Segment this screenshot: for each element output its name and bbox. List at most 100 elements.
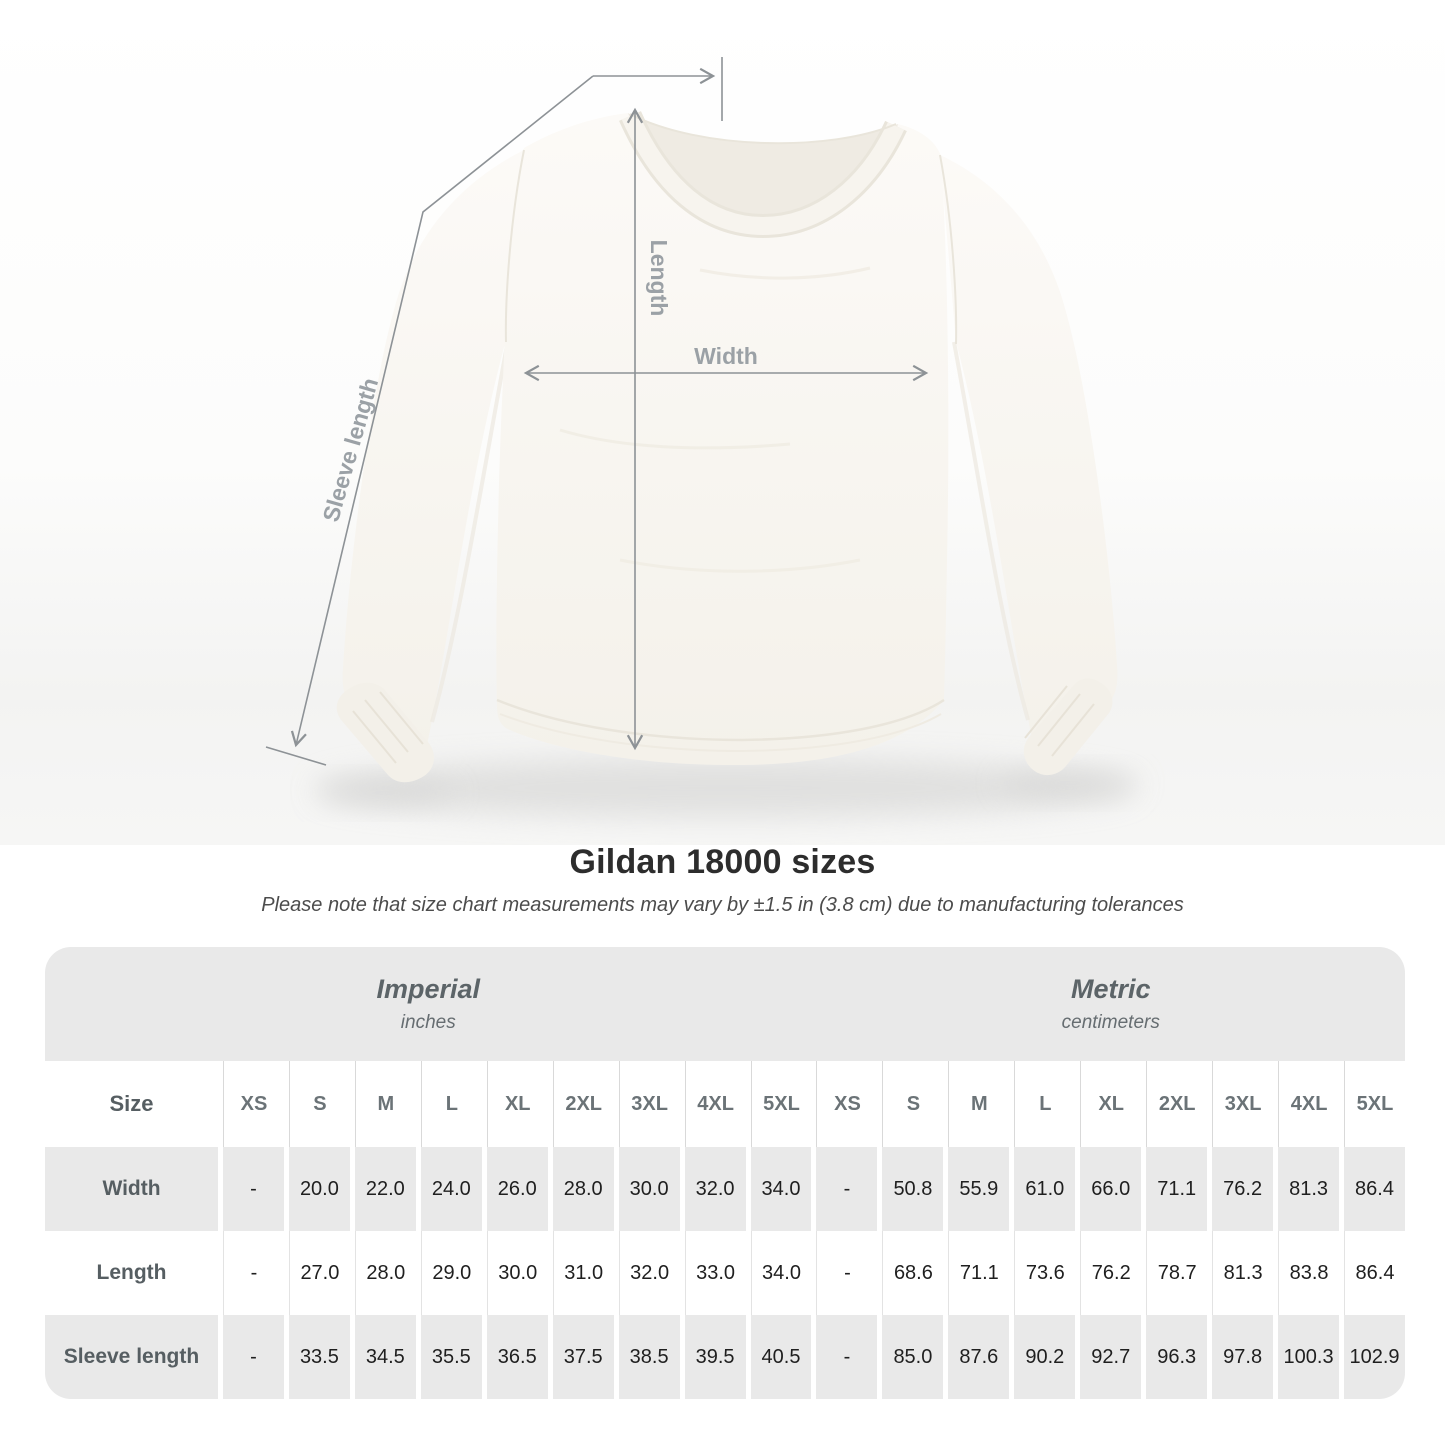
table-row-sleeve-length: Sleeve length - 33.5 34.5 35.5 36.5 37.5… [45,1315,1405,1399]
size-col-header: 3XL [618,1061,680,1147]
metric-label: Metric [1070,974,1151,1004]
value-cell: 33.0 [684,1231,746,1315]
value-cell: 31.0 [552,1231,614,1315]
metric-group-header: Metric centimeters [817,947,1406,1061]
value-cell: 55.9 [948,1147,1010,1231]
value-cell: - [816,1315,878,1399]
value-cell: 76.2 [1212,1147,1274,1231]
size-col-header: 4XL [1278,1061,1339,1147]
value-cell: 22.0 [354,1147,416,1231]
sleeve-end-tick [265,746,327,766]
right-sleeve [940,155,1118,758]
value-cell: 26.0 [486,1147,548,1231]
size-corner-header: Size [109,1091,154,1116]
size-col-header: S [882,1061,943,1147]
left-cuff-shadow [315,780,455,806]
value-cell: 28.0 [354,1231,416,1315]
value-cell: 34.5 [354,1315,416,1399]
page-title: Gildan 18000 sizes [569,843,876,881]
value-cell: 81.3 [1212,1231,1274,1315]
size-col-header: 2XL [1146,1061,1207,1147]
value-cell: 40.5 [750,1315,812,1399]
value-cell: 33.5 [288,1315,350,1399]
right-sleeve-fold [952,341,1030,721]
length-label: Length [646,240,672,317]
sweatshirt-diagram-svg: Length Width Sleeve length [0,0,1445,845]
right-cuff-shadow [1000,770,1140,796]
size-col-header: 2XL [552,1061,614,1147]
size-col-header: XS [816,1061,877,1147]
imperial-group-header: Imperial inches [45,947,812,1061]
size-col-header: L [420,1061,482,1147]
value-cell: 61.0 [1014,1147,1076,1231]
value-cell: 37.5 [552,1315,614,1399]
value-cell: 85.0 [882,1315,944,1399]
unit-band: Imperial inches Metric centimeters [45,947,1405,1061]
size-col-header: XL [486,1061,548,1147]
value-cell: 34.0 [750,1231,812,1315]
row-label: Width [45,1147,218,1231]
value-cell: 78.7 [1146,1231,1208,1315]
value-cell: 81.3 [1278,1147,1340,1231]
right-cuff [1023,678,1113,776]
value-cell: 30.0 [486,1231,548,1315]
value-cell: 36.5 [486,1315,548,1399]
value-cell: 86.4 [1344,1147,1405,1231]
value-cell: 71.1 [948,1231,1010,1315]
value-cell: 27.0 [288,1231,350,1315]
hem-rib-line [499,713,942,753]
size-col-header: S [288,1061,350,1147]
collar-band [621,112,905,236]
body-wrinkles [559,266,871,573]
size-col-header: 5XL [1344,1061,1405,1147]
heading-block: Gildan 18000 sizes Please note that size… [0,843,1445,917]
value-cell: 76.2 [1080,1231,1142,1315]
value-cell: 29.0 [420,1231,482,1315]
value-cell: 30.0 [618,1147,680,1231]
imperial-label: Imperial [376,974,481,1004]
value-cell: 90.2 [1014,1315,1076,1399]
left-cuff-ribs [352,691,424,764]
right-cuff-ribs [1024,685,1095,757]
collar-top-seam [629,113,897,145]
value-cell: - [816,1147,878,1231]
size-col-header: XL [1080,1061,1141,1147]
value-cell: 102.9 [1344,1315,1405,1399]
size-col-header: 5XL [750,1061,812,1147]
value-cell: - [223,1231,284,1315]
body-panel [496,113,949,766]
value-cell: 35.5 [420,1315,482,1399]
table-row-length: Length - 27.0 28.0 29.0 30.0 31.0 32.0 3… [45,1231,1405,1315]
hem-seam [496,698,945,742]
value-cell: 87.6 [948,1315,1010,1399]
value-cell: 28.0 [552,1147,614,1231]
size-col-header: XS [223,1061,284,1147]
value-cell: 38.5 [618,1315,680,1399]
value-cell: - [223,1147,284,1231]
value-cell: 96.3 [1146,1315,1208,1399]
value-cell: 24.0 [420,1147,482,1231]
value-cell: 32.0 [618,1231,680,1315]
measurement-diagram: Length Width Sleeve length [0,0,1445,845]
left-cuff [336,682,434,783]
sleeve-length-line [290,75,594,748]
size-col-header: 4XL [684,1061,746,1147]
value-cell: 39.5 [684,1315,746,1399]
row-label: Sleeve length [45,1315,218,1399]
value-cell: 68.6 [882,1231,944,1315]
size-header-row: Size XS S M L XL 2XL 3XL 4XL 5XL XS S M … [45,1061,1405,1147]
value-cell: 83.8 [1278,1231,1340,1315]
value-cell: 100.3 [1278,1315,1340,1399]
left-sleeve [342,150,524,760]
size-col-header: M [948,1061,1009,1147]
value-cell: 20.0 [288,1147,350,1231]
right-armhole-seam [939,154,958,345]
value-cell: 66.0 [1080,1147,1142,1231]
value-cell: 32.0 [684,1147,746,1231]
left-armhole-seam [504,149,525,343]
imperial-unit: inches [400,1012,456,1033]
size-table: Imperial inches Metric centimeters Size … [45,947,1405,1399]
size-col-header: 3XL [1212,1061,1273,1147]
floor-shadow [315,758,1135,818]
